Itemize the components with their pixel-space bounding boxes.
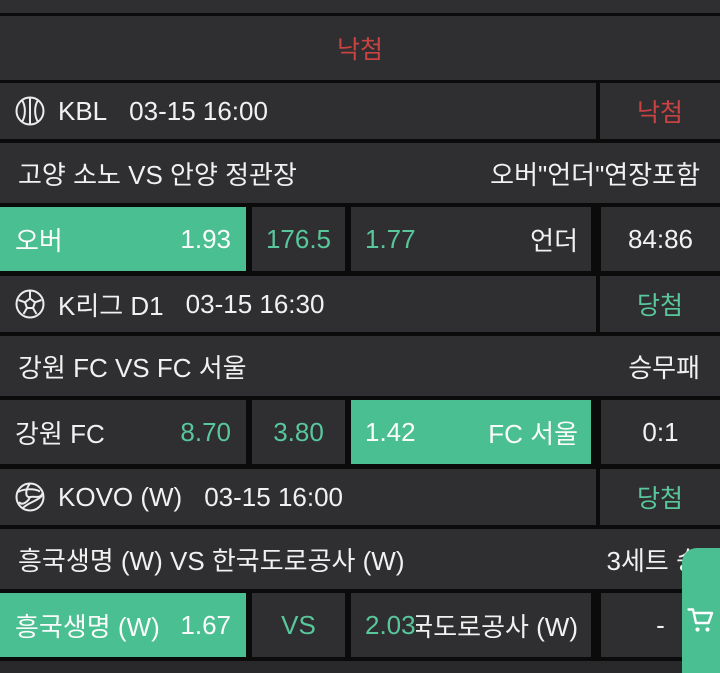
match-1-teams-row: 고양 소노 VS 안양 정관장 오버"언더"연장포함 <box>0 143 720 203</box>
league-name: KBL <box>58 95 108 126</box>
draw-odds-cell: 3.80 <box>252 400 345 464</box>
pick-odds: 8.70 <box>180 416 231 447</box>
market-type: 승무패 <box>628 352 700 383</box>
league-name: KOVO (W) <box>58 481 183 512</box>
match-2-teams-row: 강원 FC VS FC 서울 승무패 <box>0 336 720 396</box>
vs-cell: VS <box>252 593 345 657</box>
matchup-title: 고양 소노 VS 안양 정관장 <box>18 159 297 190</box>
match-1-odds-row: 오버 1.93 176.5 1.77 언더 84:86 <box>0 207 720 271</box>
pick-label: 언더 <box>530 225 578 256</box>
matchup-title: 강원 FC VS FC 서울 <box>18 352 247 383</box>
pick-label: FC 서울 <box>488 418 578 449</box>
match-2-odds-row: 강원 FC 8.70 3.80 1.42 FC 서울 0:1 <box>0 400 720 464</box>
league-name: K리그 D1 <box>58 290 164 321</box>
line-cell: 176.5 <box>252 207 345 271</box>
volleyball-icon <box>14 481 46 513</box>
match-2-league-row[interactable]: K리그 D1 03-15 16:30 당첨 <box>0 276 720 332</box>
next-row-partial <box>0 661 720 673</box>
previous-row-partial <box>0 0 720 13</box>
pick-label: 흥국생명 (W) <box>15 611 160 642</box>
score-cell: 84:86 <box>601 207 720 271</box>
pick-label: 오버 <box>15 225 63 256</box>
home-pick-cell: 흥국생명 (W) 1.67 <box>0 593 246 657</box>
pick-odds: 1.42 <box>365 416 416 447</box>
score-cell: 0:1 <box>601 400 720 464</box>
match-3-odds-row: 흥국생명 (W) 1.67 VS 2.03 한국도로공사 (W) - <box>0 593 720 657</box>
bet-status-label: 낙첨 <box>336 36 383 64</box>
match-2-league-info: K리그 D1 03-15 16:30 <box>0 276 596 332</box>
match-1-result-badge: 낙첨 <box>596 83 720 139</box>
match-2-result-badge: 당첨 <box>596 276 720 332</box>
away-pick-cell: 2.03 한국도로공사 (W) <box>351 593 591 657</box>
cart-icon <box>687 548 715 639</box>
pick-odds: 1.77 <box>365 223 416 254</box>
match-3-league-row[interactable]: KOVO (W) 03-15 16:00 당첨 <box>0 469 720 525</box>
match-datetime: 03-15 16:00 <box>129 95 268 126</box>
away-pick-cell: 1.77 언더 <box>351 207 591 271</box>
soccer-icon <box>14 288 46 320</box>
match-1-league-row[interactable]: KBL 03-15 16:00 낙첨 <box>0 83 720 139</box>
match-3-result-badge: 당첨 <box>596 469 720 525</box>
away-pick-cell: 1.42 FC 서울 <box>351 400 591 464</box>
match-1-league-info: KBL 03-15 16:00 <box>0 83 596 139</box>
basketball-icon <box>14 95 46 127</box>
match-datetime: 03-15 16:30 <box>185 288 325 319</box>
match-datetime: 03-15 16:00 <box>204 481 344 512</box>
market-type: 오버"언더"연장포함 <box>490 159 700 190</box>
pick-label: 강원 FC <box>15 418 105 449</box>
pick-odds: 2.03 <box>365 593 416 657</box>
bet-cart-button[interactable] <box>682 548 720 673</box>
home-pick-cell: 오버 1.93 <box>0 207 246 271</box>
bet-status-header: 낙첨 <box>0 16 720 80</box>
pick-odds: 1.67 <box>180 609 231 640</box>
matchup-title: 흥국생명 (W) VS 한국도로공사 (W) <box>18 545 405 576</box>
pick-label: 한국도로공사 (W) <box>385 611 578 642</box>
match-3-teams-row: 흥국생명 (W) VS 한국도로공사 (W) 3세트 승 <box>0 529 720 589</box>
home-pick-cell: 강원 FC 8.70 <box>0 400 246 464</box>
match-3-league-info: KOVO (W) 03-15 16:00 <box>0 469 596 525</box>
pick-odds: 1.93 <box>180 223 231 254</box>
